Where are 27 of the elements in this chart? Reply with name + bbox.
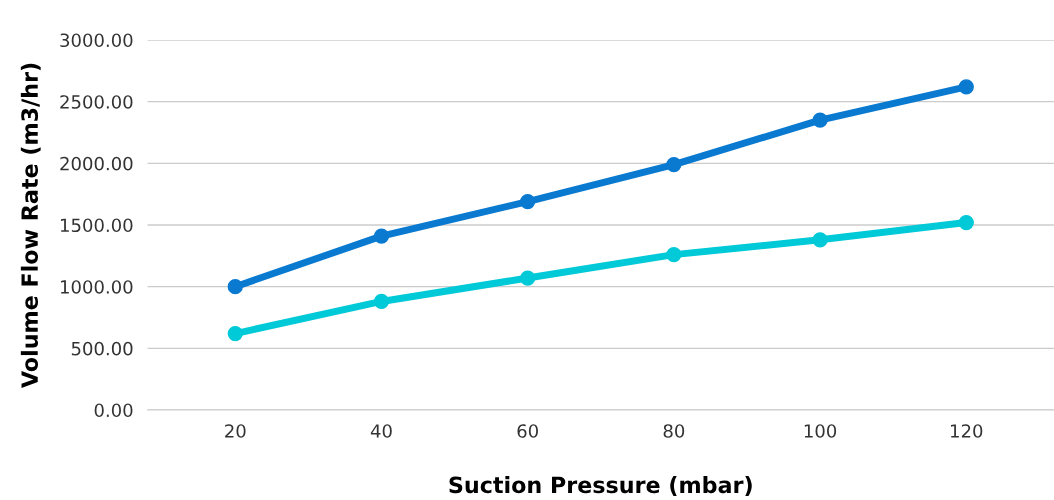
point (520, 193, 536, 210)
point (227, 325, 243, 342)
y-tick-label: 1000.00 (60, 280, 133, 294)
y-tick-label: 0.00 (94, 403, 133, 418)
x-tick-label: 120 (951, 424, 983, 438)
point (812, 232, 828, 248)
point (958, 79, 974, 95)
point (666, 246, 682, 263)
point (666, 156, 682, 173)
y-tick-label: 2000.00 (60, 156, 133, 171)
point (373, 228, 390, 244)
point (812, 112, 828, 128)
point (520, 270, 536, 286)
y-tick-label: 500.00 (71, 341, 133, 356)
y-axis-title: Volume Flow Rate (m3/hr) (20, 63, 41, 389)
x-tick-label: 60 (517, 424, 538, 438)
x-tick-label: 20 (225, 424, 246, 438)
x-tick-label: 80 (663, 424, 685, 438)
point (958, 214, 974, 231)
point (227, 279, 243, 295)
y-tick-label: 3000.00 (60, 33, 133, 48)
y-tick-label: 2500.00 (60, 95, 133, 109)
x-tick-label: 40 (370, 424, 392, 438)
x-tick-label: 100 (804, 424, 837, 438)
y-tick-label: 1500.00 (60, 218, 133, 233)
point (373, 293, 390, 310)
x-axis-title: Suction Pressure (mbar) (449, 476, 752, 496)
